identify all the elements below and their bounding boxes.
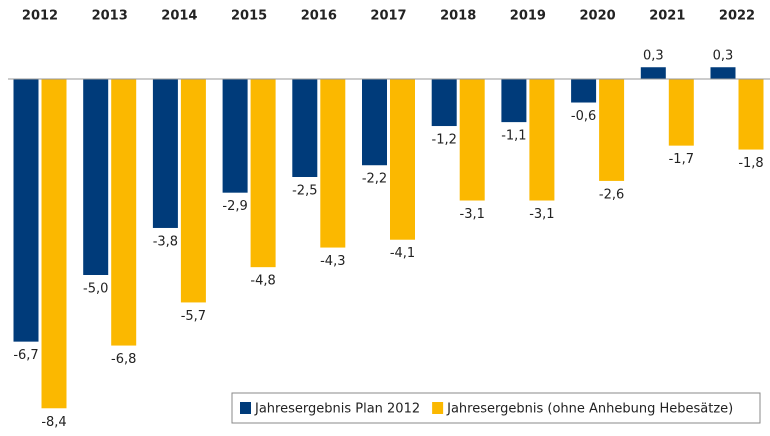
- value-label: -3,1: [460, 207, 485, 222]
- bar: [529, 79, 555, 201]
- category-label: 2019: [510, 9, 546, 24]
- value-label: -8,4: [41, 415, 66, 430]
- category-label: 2012: [22, 9, 58, 24]
- category-label: 2016: [301, 9, 337, 24]
- bar: [180, 79, 206, 303]
- value-label: -6,8: [111, 352, 136, 367]
- bar: [320, 79, 346, 248]
- value-label: -3,8: [153, 234, 178, 249]
- bar: [571, 79, 597, 103]
- bar: [41, 79, 67, 409]
- bar: [292, 79, 318, 177]
- bar: [599, 79, 625, 181]
- bar: [431, 79, 457, 127]
- bar: [222, 79, 248, 193]
- bar: [250, 79, 276, 268]
- bar: [640, 67, 666, 79]
- value-label: -1,8: [738, 156, 763, 171]
- value-label: 0,3: [713, 49, 734, 64]
- bar: [668, 79, 694, 146]
- value-label: -1,7: [669, 152, 694, 167]
- bar: [710, 67, 736, 79]
- legend-swatch: [432, 402, 444, 414]
- category-label: 2020: [580, 9, 616, 24]
- value-label: -2,5: [292, 184, 317, 199]
- legend-box: [231, 392, 761, 424]
- bar: [111, 79, 137, 346]
- legend-swatch: [240, 402, 251, 414]
- legend-label: Jahresergebnis Plan 2012: [254, 402, 420, 417]
- category-label: 2018: [440, 9, 476, 24]
- value-label: -2,6: [599, 187, 624, 202]
- value-label: 0,3: [643, 49, 664, 64]
- category-label: 2022: [719, 9, 755, 24]
- value-label: -1,1: [501, 129, 526, 144]
- bar: [152, 79, 178, 228]
- value-label: -3,1: [529, 207, 554, 222]
- bar: [83, 79, 109, 275]
- bar: [459, 79, 485, 201]
- bar: [13, 79, 39, 342]
- bar: [738, 79, 764, 150]
- bar: [390, 79, 415, 240]
- value-label: -2,9: [222, 199, 247, 214]
- value-label: -4,8: [250, 274, 275, 289]
- value-label: -5,7: [181, 309, 206, 324]
- legend-label: Jahresergebnis (ohne Anhebung Hebesätze): [446, 402, 733, 417]
- value-label: -0,6: [571, 109, 596, 124]
- value-label: -2,2: [362, 172, 387, 187]
- value-label: -6,7: [13, 348, 38, 363]
- category-label: 2021: [649, 9, 685, 24]
- category-label: 2015: [231, 9, 267, 24]
- bar: [501, 79, 527, 123]
- value-label: -5,0: [83, 282, 108, 297]
- category-label: 2014: [161, 9, 197, 24]
- value-label: -4,1: [390, 246, 415, 261]
- category-label: 2017: [370, 9, 406, 24]
- value-label: -1,2: [432, 133, 457, 148]
- bar: [362, 79, 387, 166]
- category-label: 2013: [92, 9, 128, 24]
- value-label: -4,3: [320, 254, 345, 269]
